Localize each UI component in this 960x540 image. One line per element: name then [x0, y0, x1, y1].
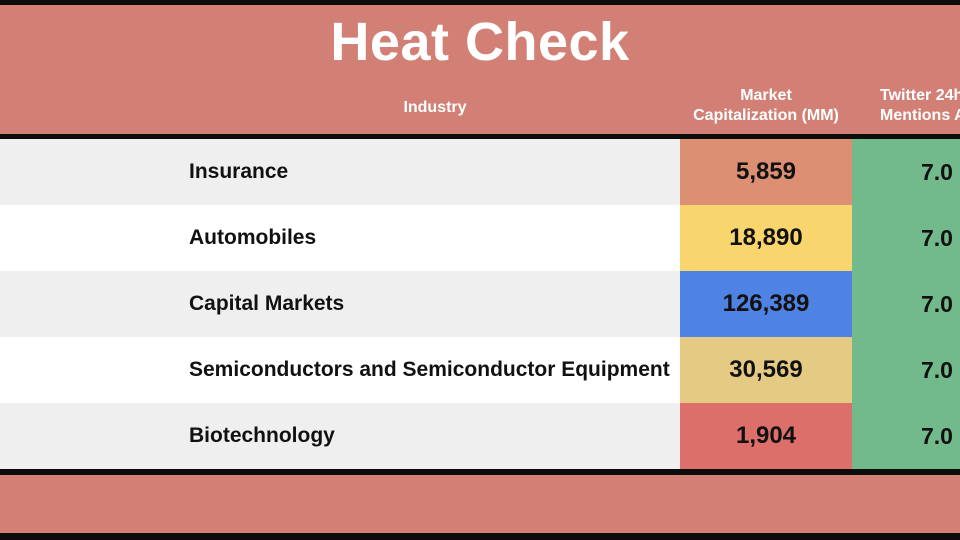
market-cap-cell: 126,389 — [680, 271, 852, 337]
column-header-industry-label: Industry — [403, 99, 467, 116]
industry-cell: Capital Markets — [189, 292, 345, 315]
header-divider — [0, 134, 960, 139]
industry-cell: Semiconductors and Semiconductor Equipme… — [189, 358, 670, 381]
footer-banner: er 5, 2025 — [0, 475, 960, 533]
market-cap-cell: 18,890 — [680, 205, 852, 271]
column-header-market-cap-line2: Capitalization (MM) — [693, 107, 839, 124]
table-row: Semiconductors and Semiconductor Equipme… — [0, 337, 960, 403]
top-border — [0, 0, 960, 5]
footer-divider — [0, 469, 960, 475]
column-header-twitter-line2: Mentions Ave — [880, 107, 960, 124]
twitter-mentions-cell: 7.0 — [852, 403, 960, 469]
twitter-mentions-cell: 7.0 — [852, 139, 960, 205]
page-title: Heat Check — [330, 12, 630, 72]
market-cap-cell: 5,859 — [680, 139, 852, 205]
table-row: Capital Markets 126,389 7.0 — [0, 271, 960, 337]
table-row: Automobiles 18,890 7.0 — [0, 205, 960, 271]
bottom-border — [0, 533, 960, 540]
twitter-mentions-cell: 7.0 — [852, 271, 960, 337]
column-header-industry: Industry — [300, 98, 570, 118]
header-banner: Heat Check Industry Market Capitalizatio… — [0, 5, 960, 134]
twitter-mentions-cell: 7.0 — [852, 337, 960, 403]
industry-cell: Biotechnology — [189, 424, 335, 447]
heat-table: Insurance 5,859 7.0 Automobiles 18,890 7.0 Cap… — [0, 139, 960, 469]
table-row: Insurance 5,859 7.0 — [0, 139, 960, 205]
table-row: Biotechnology 1,904 7.0 — [0, 403, 960, 469]
industry-cell: Insurance — [189, 160, 289, 183]
industry-cell: Automobiles — [189, 226, 317, 249]
market-cap-cell: 30,569 — [680, 337, 852, 403]
column-header-twitter-line1: Twitter 24h — [880, 87, 960, 104]
market-cap-cell: 1,904 — [680, 403, 852, 469]
column-header-market-cap: Market Capitalization (MM) — [680, 86, 852, 126]
column-header-twitter-mentions: Twitter 24h Mentions Ave — [880, 86, 960, 126]
twitter-mentions-cell: 7.0 — [852, 205, 960, 271]
column-header-market-cap-line1: Market — [740, 87, 792, 104]
